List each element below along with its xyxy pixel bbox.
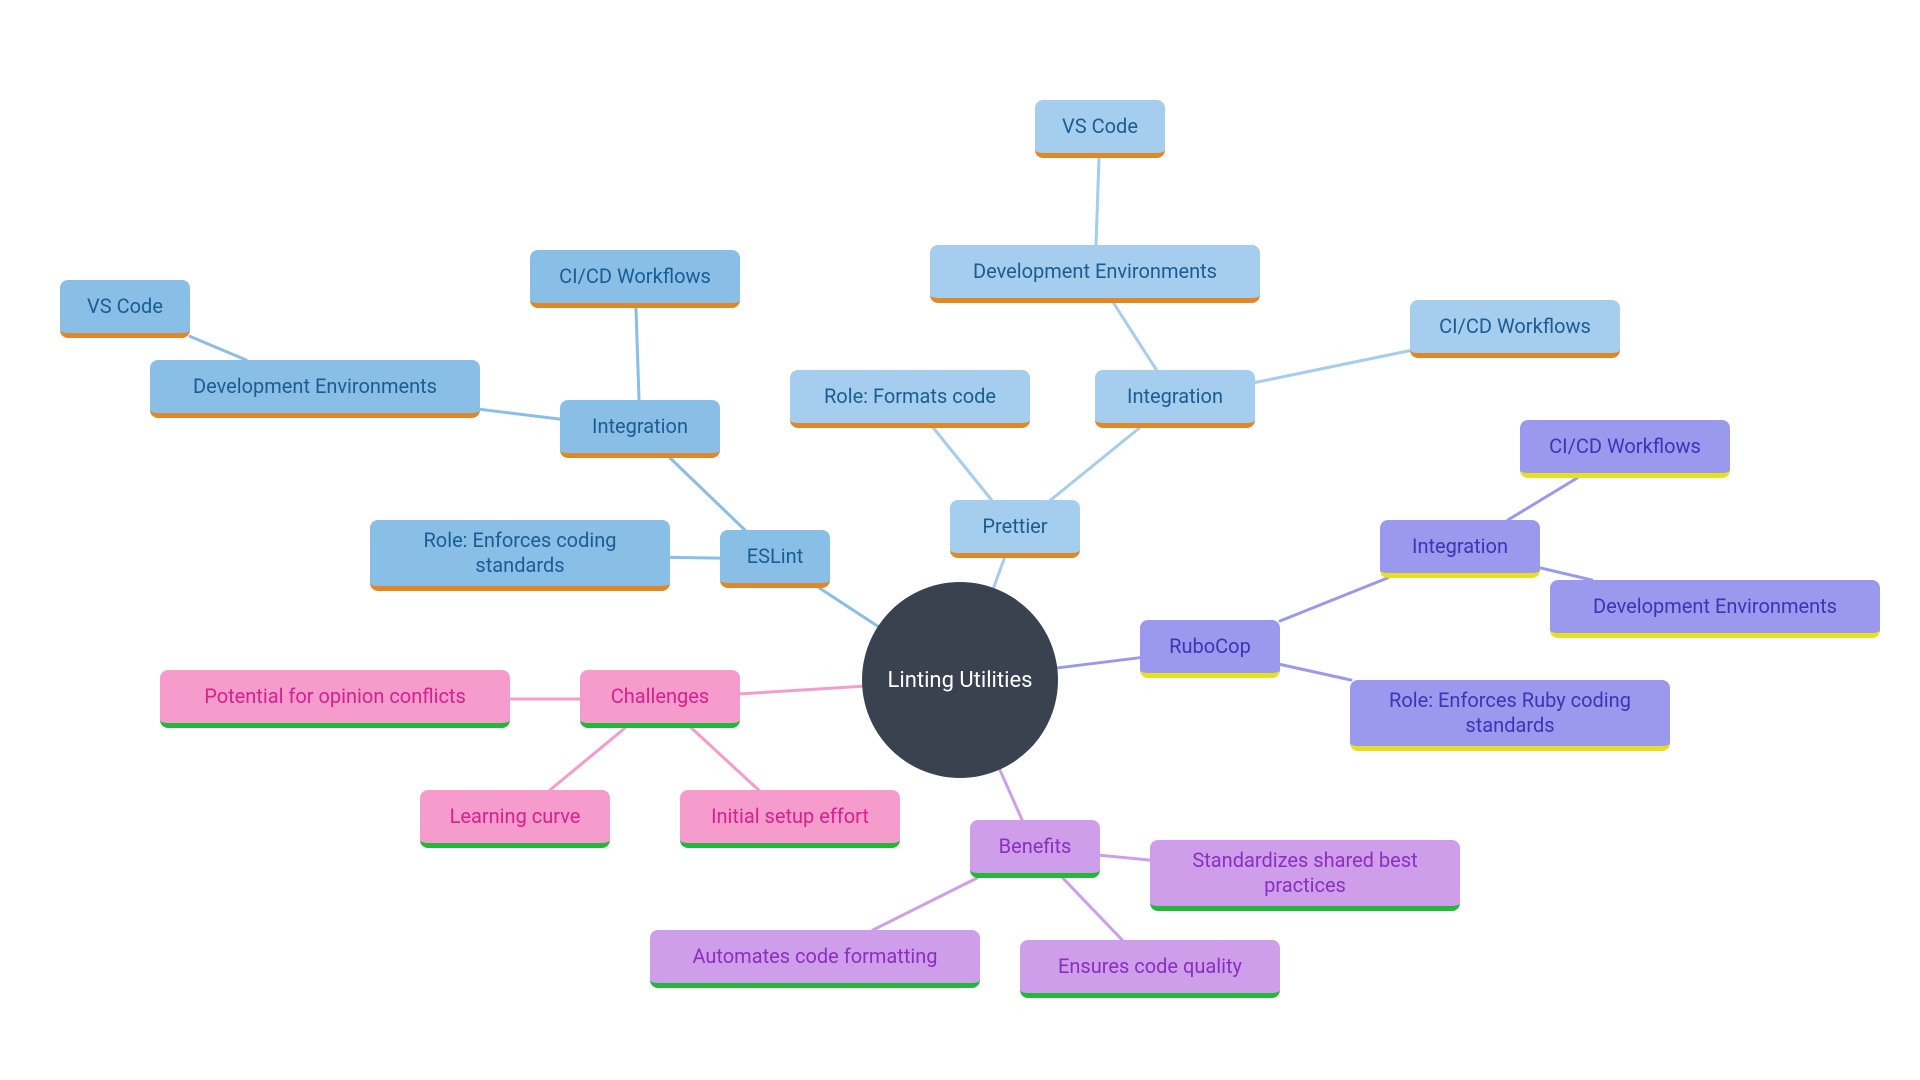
mindmap-node: Ensures code quality	[1020, 940, 1280, 998]
mindmap-node: Potential for opinion conflicts	[160, 670, 510, 728]
mindmap-node: Development Environments	[930, 245, 1260, 303]
mindmap-node: CI/CD Workflows	[530, 250, 740, 308]
mindmap-node: Role: Enforces coding standards	[370, 520, 670, 591]
node-label: VS Code	[87, 294, 163, 319]
node-label: Role: Formats code	[824, 384, 996, 409]
mindmap-node: Standardizes shared best practices	[1150, 840, 1460, 911]
edge	[550, 728, 625, 790]
node-label: Integration	[1127, 384, 1223, 409]
node-label: Development Environments	[1593, 594, 1837, 619]
mindmap-node: Role: Enforces Ruby coding standards	[1350, 680, 1670, 751]
node-label: Role: Enforces Ruby coding standards	[1389, 688, 1631, 738]
edge	[480, 409, 560, 419]
node-label: Challenges	[611, 684, 709, 709]
node-label: Potential for opinion conflicts	[204, 684, 466, 709]
edge	[1280, 664, 1351, 680]
mindmap-node: Integration	[560, 400, 720, 458]
edge	[691, 728, 758, 790]
mindmap-node: Integration	[1095, 370, 1255, 428]
edge	[740, 686, 862, 694]
edge	[1063, 878, 1122, 940]
edge	[873, 878, 977, 930]
edge	[1057, 658, 1140, 668]
node-label: Integration	[592, 414, 688, 439]
edge	[1280, 578, 1388, 621]
edge	[1051, 428, 1140, 500]
node-label: CI/CD Workflows	[1549, 434, 1701, 459]
node-label: CI/CD Workflows	[559, 264, 711, 289]
mindmap-node: Integration	[1380, 520, 1540, 578]
edge	[190, 336, 246, 360]
edge	[1540, 568, 1592, 580]
node-label: Initial setup effort	[711, 804, 869, 829]
edge	[1255, 351, 1410, 383]
node-label: Development Environments	[193, 374, 437, 399]
mindmap-node: Benefits	[970, 820, 1100, 878]
edge	[670, 557, 720, 558]
node-label: ESLint	[747, 544, 803, 569]
edge	[1096, 158, 1099, 245]
center-node: Linting Utilities	[862, 582, 1058, 778]
node-label: Standardizes shared best practices	[1192, 848, 1417, 898]
mindmap-node: Role: Formats code	[790, 370, 1030, 428]
node-label: Role: Enforces coding standards	[423, 528, 616, 578]
mindmap-node: Development Environments	[1550, 580, 1880, 638]
node-label: Automates code formatting	[692, 944, 937, 969]
node-label: Ensures code quality	[1058, 954, 1242, 979]
mindmap-node: VS Code	[60, 280, 190, 338]
edge	[636, 308, 639, 400]
edge	[670, 458, 745, 530]
mindmap-node: Initial setup effort	[680, 790, 900, 848]
mindmap-node: VS Code	[1035, 100, 1165, 158]
mindmap-node: Challenges	[580, 670, 740, 728]
mindmap-node: Development Environments	[150, 360, 480, 418]
edge	[1100, 855, 1150, 860]
node-label: VS Code	[1062, 114, 1138, 139]
edge	[1508, 478, 1577, 520]
node-label: CI/CD Workflows	[1439, 314, 1591, 339]
mindmap-node: ESLint	[720, 530, 830, 588]
mindmap-node: CI/CD Workflows	[1520, 420, 1730, 478]
node-label: Learning curve	[450, 804, 581, 829]
node-label: Integration	[1412, 534, 1508, 559]
node-label: RuboCop	[1169, 634, 1251, 659]
edge	[1114, 303, 1157, 370]
mindmap-canvas: Linting Utilities ESLint Role: Enforces co…	[0, 0, 1920, 1080]
edge	[819, 588, 878, 626]
edge	[933, 428, 991, 500]
mindmap-node: RuboCop	[1140, 620, 1280, 678]
edge	[1000, 770, 1022, 820]
node-label: Prettier	[982, 514, 1047, 539]
node-label: Benefits	[999, 834, 1072, 859]
center-label: Linting Utilities	[888, 668, 1033, 693]
edge	[994, 558, 1005, 588]
mindmap-node: Prettier	[950, 500, 1080, 558]
mindmap-node: Automates code formatting	[650, 930, 980, 988]
mindmap-node: Learning curve	[420, 790, 610, 848]
node-label: Development Environments	[973, 259, 1217, 284]
mindmap-node: CI/CD Workflows	[1410, 300, 1620, 358]
